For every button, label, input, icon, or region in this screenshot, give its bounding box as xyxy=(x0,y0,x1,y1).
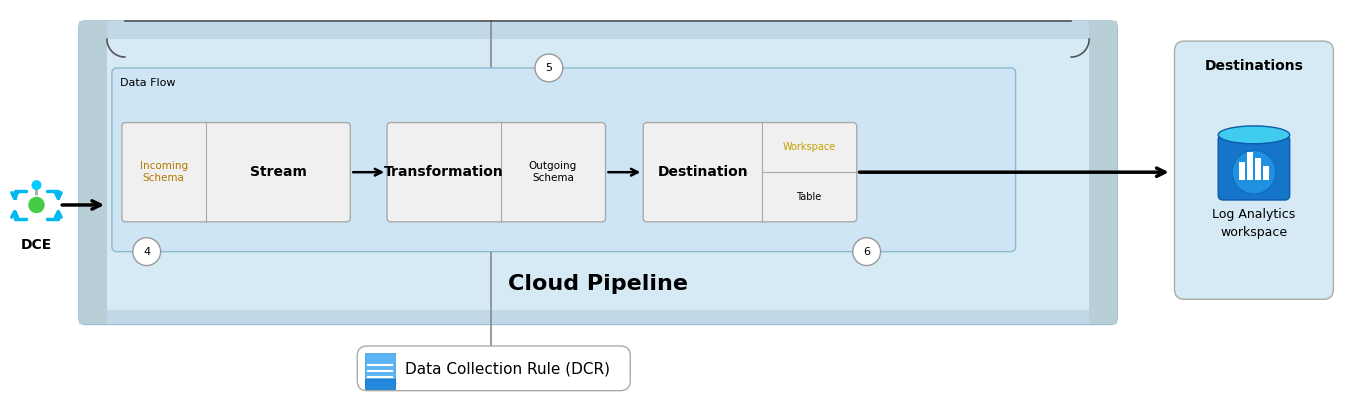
Text: Table: Table xyxy=(796,192,822,202)
FancyBboxPatch shape xyxy=(1174,41,1334,299)
Circle shape xyxy=(853,238,880,266)
Text: 4: 4 xyxy=(143,247,150,257)
FancyBboxPatch shape xyxy=(122,122,350,222)
Bar xyxy=(1262,166,1269,180)
FancyBboxPatch shape xyxy=(358,346,630,391)
Bar xyxy=(107,310,1089,324)
Bar xyxy=(107,21,1089,39)
Bar xyxy=(1247,152,1253,180)
Circle shape xyxy=(31,180,42,190)
Text: Outgoing
Schema: Outgoing Schema xyxy=(529,161,576,183)
Circle shape xyxy=(27,196,46,214)
Text: Cloud Pipeline: Cloud Pipeline xyxy=(508,274,688,294)
Bar xyxy=(1089,21,1116,324)
Text: 5: 5 xyxy=(545,63,552,73)
FancyBboxPatch shape xyxy=(643,122,857,222)
FancyBboxPatch shape xyxy=(80,21,1116,324)
FancyBboxPatch shape xyxy=(1218,135,1289,200)
Circle shape xyxy=(1233,150,1276,194)
Text: DCE: DCE xyxy=(20,238,53,252)
Text: Data Collection Rule (DCR): Data Collection Rule (DCR) xyxy=(405,361,610,376)
Ellipse shape xyxy=(1218,126,1289,144)
Bar xyxy=(80,21,107,324)
FancyBboxPatch shape xyxy=(387,122,606,222)
Bar xyxy=(364,353,396,385)
Text: Destinations: Destinations xyxy=(1204,59,1303,73)
Circle shape xyxy=(132,238,161,266)
FancyBboxPatch shape xyxy=(112,68,1015,252)
Text: Incoming
Schema: Incoming Schema xyxy=(139,161,188,183)
Bar xyxy=(1239,162,1245,180)
Bar xyxy=(1256,158,1261,180)
Text: Log Analytics
workspace: Log Analytics workspace xyxy=(1212,208,1296,239)
Text: 6: 6 xyxy=(863,247,871,257)
Circle shape xyxy=(535,54,563,82)
Text: Transformation: Transformation xyxy=(383,165,504,179)
Text: Destination: Destination xyxy=(657,165,748,179)
Bar xyxy=(364,379,396,389)
Text: Stream: Stream xyxy=(250,165,308,179)
Text: Workspace: Workspace xyxy=(783,142,836,152)
Text: Data Flow: Data Flow xyxy=(120,78,176,88)
